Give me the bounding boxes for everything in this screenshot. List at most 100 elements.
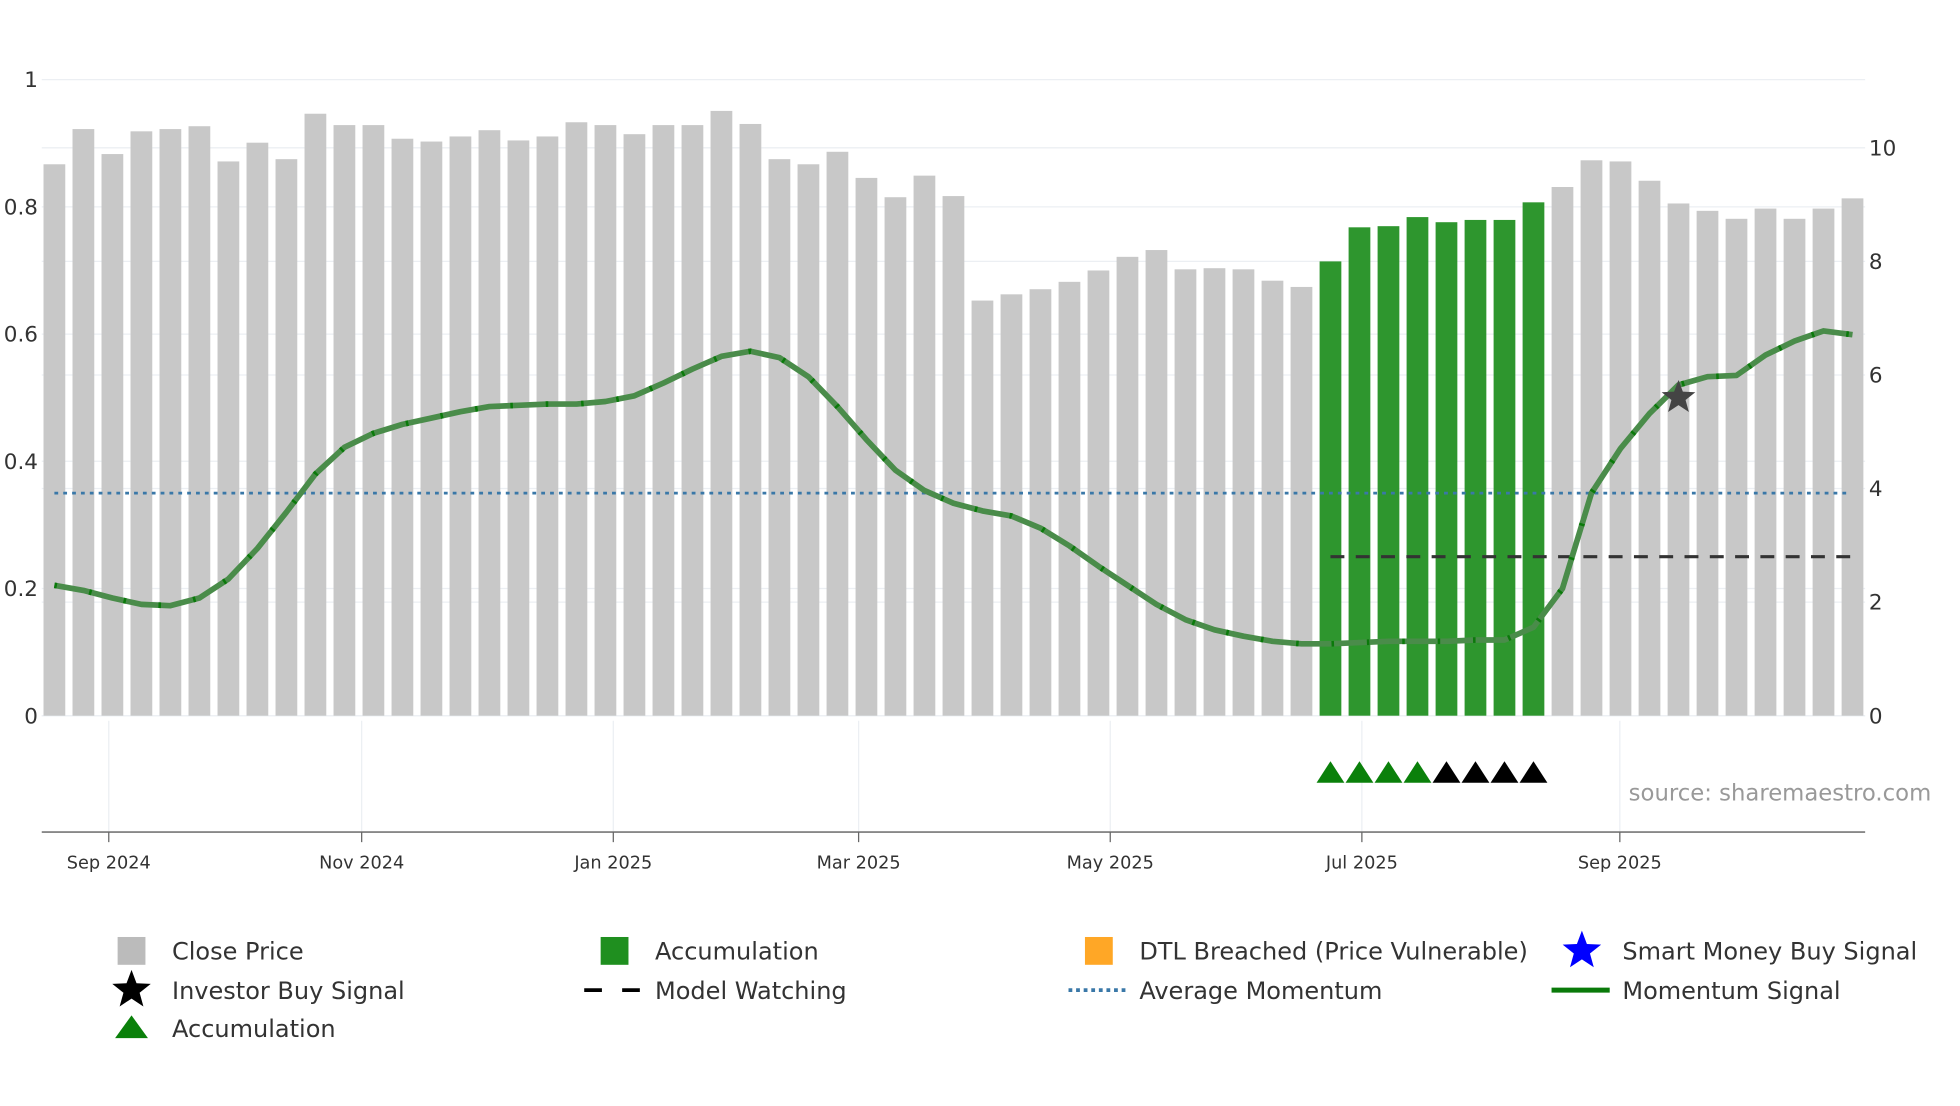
right-tick-label: 6	[1869, 364, 1883, 389]
accumulation-bar	[1348, 227, 1371, 716]
close-price-bar	[1261, 280, 1284, 716]
close-price-bar	[1696, 210, 1719, 716]
left-tick-label: 0.2	[4, 577, 38, 602]
accumulation-triangle-icon	[1490, 761, 1519, 783]
green-square-icon	[600, 936, 629, 965]
close-price-bar	[1174, 269, 1197, 716]
close-price-bar	[1609, 161, 1632, 716]
right-tick-label: 2	[1869, 591, 1883, 616]
legend-item: Accumulation	[600, 936, 819, 966]
close-price-bar	[739, 123, 762, 716]
right-tick-label: 0	[1869, 704, 1883, 729]
accumulation-bar	[1493, 219, 1516, 716]
close-price-bar	[536, 136, 559, 716]
close-price-bar	[1058, 281, 1081, 716]
legend-label: Smart Money Buy Signal	[1622, 938, 1917, 966]
close-price-bar	[681, 125, 704, 716]
legend-item: Momentum Signal	[1551, 977, 1841, 1005]
close-price-bar	[1638, 180, 1661, 716]
x-tick-label: Jan 2025	[573, 854, 652, 874]
left-tick-label: 1	[24, 68, 38, 93]
close-price-bar	[217, 161, 240, 716]
accumulation-bar	[1435, 222, 1458, 716]
legend-label: Accumulation	[172, 1015, 336, 1043]
accumulation-triangle-icon	[1403, 761, 1432, 783]
close-price-bar	[594, 125, 617, 716]
legend-label: Momentum Signal	[1622, 977, 1840, 1005]
investor-buy-star-icon	[1661, 379, 1696, 413]
close-price-bar	[826, 151, 849, 716]
close-price-bar	[130, 131, 153, 716]
close-price-bar	[304, 113, 327, 716]
close-price-bar	[1783, 218, 1806, 716]
left-tick-label: 0.8	[4, 195, 38, 220]
close-price-bar	[449, 136, 472, 716]
price-bars	[43, 110, 1864, 716]
legend-item: Smart Money Buy Signal	[1562, 930, 1917, 968]
accumulation-triangle-icon	[1374, 761, 1403, 783]
legend-label: Average Momentum	[1139, 977, 1382, 1005]
close-price-bar	[652, 125, 675, 716]
legend-label: Close Price	[172, 938, 304, 966]
close-price-bar	[1580, 160, 1603, 716]
x-tick-label: Sep 2024	[67, 854, 151, 874]
close-price-bar	[768, 159, 791, 716]
accumulation-triangle-icon	[1432, 761, 1461, 783]
accumulation-triangle-icon	[1316, 761, 1345, 783]
green-triangle-icon	[115, 1015, 148, 1039]
close-price-bar	[1725, 218, 1748, 716]
close-price-bar	[913, 175, 936, 716]
legend-item: Close Price	[117, 936, 304, 966]
close-price-bar	[797, 164, 820, 716]
x-tick-label: Sep 2025	[1578, 854, 1662, 874]
close-price-bar	[420, 141, 443, 716]
x-tick-label: Mar 2025	[817, 854, 901, 874]
legend-label: Investor Buy Signal	[172, 977, 405, 1005]
close-price-bar	[1667, 203, 1690, 716]
close-price-bar	[507, 140, 530, 716]
markers	[1316, 379, 1696, 783]
orange-square-icon	[1084, 936, 1113, 965]
accumulation-bar	[1377, 226, 1400, 716]
close-price-bar	[188, 126, 211, 716]
close-price-bar	[1087, 270, 1110, 716]
legend-label: Accumulation	[655, 938, 819, 966]
accumulation-bar	[1319, 261, 1342, 716]
close-price-bar	[246, 142, 269, 716]
close-price-bar	[1029, 289, 1052, 716]
close-price-bar	[478, 130, 501, 716]
right-tick-label: 8	[1869, 250, 1883, 275]
close-price-bar	[275, 159, 298, 716]
close-price-bar	[362, 125, 385, 716]
right-tick-label: 10	[1869, 136, 1896, 161]
right-tick-label: 4	[1869, 477, 1883, 502]
close-price-bar	[1000, 294, 1023, 716]
close-price-bar	[855, 177, 878, 716]
accumulation-bar	[1464, 219, 1487, 716]
close-price-bar	[72, 129, 95, 716]
legend-item: Accumulation	[115, 1015, 336, 1043]
close-price-bar	[1841, 198, 1864, 716]
black-star-icon	[112, 969, 151, 1007]
x-tick-label: Nov 2024	[319, 854, 404, 874]
legend: Close Price Accumulation DTL Breached (Pri…	[112, 930, 1917, 1043]
close-price-bar	[565, 122, 588, 716]
blue-star-icon	[1562, 930, 1602, 968]
close-price-bar	[1812, 208, 1835, 716]
close-price-bar	[710, 110, 733, 716]
left-tick-label: 0.4	[4, 450, 38, 475]
x-tick-label: May 2025	[1067, 854, 1154, 874]
source-label: source: sharemaestro.com	[1629, 780, 1932, 806]
close-price-bar	[623, 134, 646, 716]
close-price-bar	[1290, 286, 1313, 716]
legend-label: DTL Breached (Price Vulnerable)	[1139, 938, 1528, 966]
close-price-bar	[1145, 250, 1168, 716]
legend-item: DTL Breached (Price Vulnerable)	[1084, 936, 1528, 966]
momentum-signal-line	[53, 328, 1853, 647]
left-tick-label: 0.6	[4, 323, 38, 348]
close-price-bar	[1754, 208, 1777, 716]
close-price-bar	[1116, 256, 1139, 716]
legend-label: Model Watching	[655, 977, 847, 1005]
